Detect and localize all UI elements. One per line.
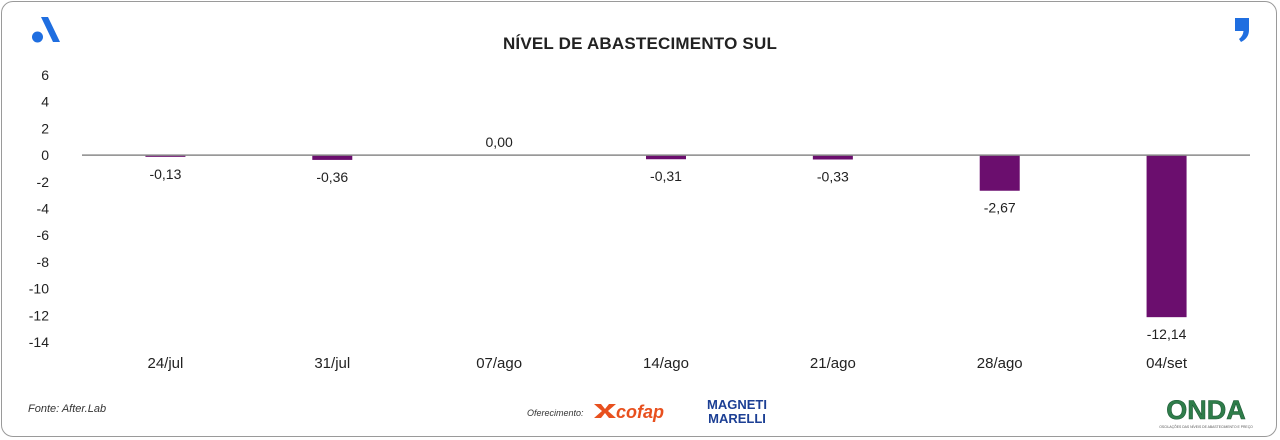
y-tick-label: -4 (37, 201, 50, 217)
marelli-logo-text: MARELLI (708, 411, 766, 426)
x-tick-label: 28/ago (977, 355, 1023, 372)
bar (312, 155, 353, 160)
data-label: -0,36 (316, 169, 348, 185)
data-label: 0,00 (486, 134, 513, 150)
y-tick-label: 2 (41, 120, 49, 136)
cofap-logo: cofap (594, 402, 664, 422)
data-label: -2,67 (984, 200, 1016, 216)
bar (812, 155, 853, 160)
bar (145, 155, 186, 157)
quote-mark-logo-icon (1235, 18, 1249, 42)
source-note: Fonte: After.Lab (28, 403, 107, 415)
y-tick-label: -12 (29, 307, 49, 323)
bar (646, 155, 686, 160)
y-tick-label: 0 (41, 147, 49, 163)
onda-logo-text: ONDA (1166, 395, 1246, 425)
onda-logo: ONDA OSCILAÇÕES DAS NÍVEIS DE ABASTECIME… (1159, 395, 1253, 429)
x-tick-label: 04/set (1146, 355, 1188, 372)
data-label: -0,13 (149, 166, 181, 182)
data-label: -0,33 (817, 169, 849, 185)
y-tick-label: -6 (37, 227, 50, 243)
x-tick-label: 21/ago (810, 355, 856, 372)
x-tick-label: 31/jul (314, 355, 350, 372)
chart-title: NÍVEL DE ABASTECIMENTO SUL (502, 34, 778, 53)
y-tick-label: 6 (41, 67, 49, 83)
magneti-marelli-logo: MAGNETI MARELLI (707, 397, 767, 426)
magneti-logo-text: MAGNETI (707, 397, 767, 412)
bar (979, 155, 1020, 191)
y-tick-label: -8 (37, 254, 50, 270)
x-tick-label: 24/jul (147, 355, 183, 372)
cofap-logo-text: cofap (616, 402, 664, 422)
letter-a-logo-icon (32, 17, 60, 43)
x-tick-label: 14/ago (643, 355, 689, 372)
y-tick-label: 4 (41, 94, 49, 110)
sponsor-label: Oferecimento: (527, 408, 584, 418)
data-label: -12,14 (1147, 326, 1187, 342)
x-tick-label: 07/ago (476, 355, 522, 372)
onda-tagline: OSCILAÇÕES DAS NÍVEIS DE ABASTECIMENTO E… (1159, 424, 1253, 429)
y-tick-label: -2 (37, 174, 50, 190)
y-tick-label: -10 (29, 281, 49, 297)
bar (1146, 155, 1187, 318)
data-label: -0,31 (650, 168, 682, 184)
y-tick-label: -14 (29, 334, 49, 350)
